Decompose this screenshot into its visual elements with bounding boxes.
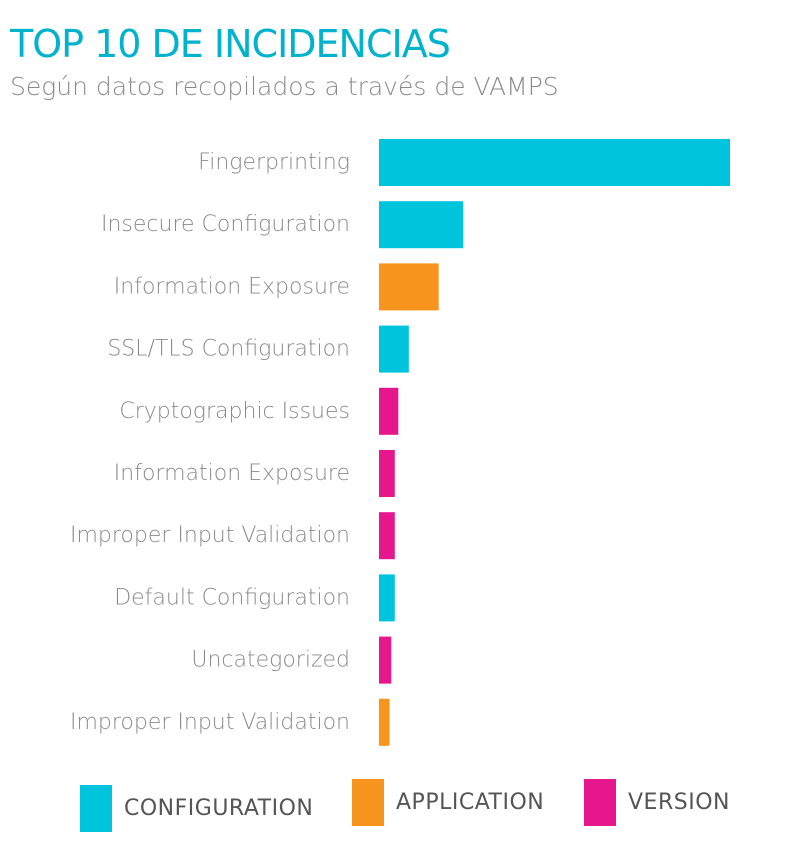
category-label-4: SSL/TLS Configuration: [107, 337, 350, 362]
legend-swatch-version: [584, 779, 616, 826]
category-label-3: Information Exposure: [114, 274, 350, 299]
bar-2: [379, 201, 464, 249]
bar-1: [379, 139, 730, 186]
bar-3: [379, 263, 439, 311]
chart-title: TOP 10 DE INCIDENCIAS: [10, 22, 451, 66]
bar-8: [379, 574, 395, 622]
category-label-2: Insecure Configuration: [101, 212, 350, 237]
bar-5: [379, 387, 399, 435]
chart-subtitle: Según datos recopilados a través de VAMP…: [10, 72, 559, 101]
legend-label-version: VERSION: [628, 790, 730, 815]
legend-label-application: APPLICATION: [396, 790, 545, 815]
category-label-9: Uncategorized: [191, 648, 350, 673]
category-label-7: Improper Input Validation: [70, 523, 350, 548]
legend-item-application: APPLICATION: [352, 779, 544, 826]
category-label-5: Cryptographic Issues: [119, 399, 350, 424]
bar-chart: Fingerprinting Insecure Configuration Info…: [70, 139, 730, 746]
category-label-1: Fingerprinting: [198, 150, 350, 175]
bar-10: [379, 698, 390, 746]
chart-legend: CONFIGURATION APPLICATION VERSION: [0, 779, 800, 845]
bar-6: [379, 450, 395, 497]
legend-label-configuration: CONFIGURATION: [124, 796, 314, 821]
legend-swatch-application: [352, 779, 384, 826]
category-label-6: Information Exposure: [114, 461, 350, 486]
legend-swatch-configuration: [80, 785, 112, 832]
category-label-8: Default Configuration: [114, 585, 350, 610]
category-label-10: Improper Input Validation: [70, 710, 350, 735]
legend-item-version: VERSION: [584, 779, 730, 826]
legend-item-configuration: CONFIGURATION: [80, 785, 313, 832]
bar-4: [379, 325, 409, 373]
bar-7: [379, 512, 395, 560]
bar-9: [379, 636, 392, 684]
